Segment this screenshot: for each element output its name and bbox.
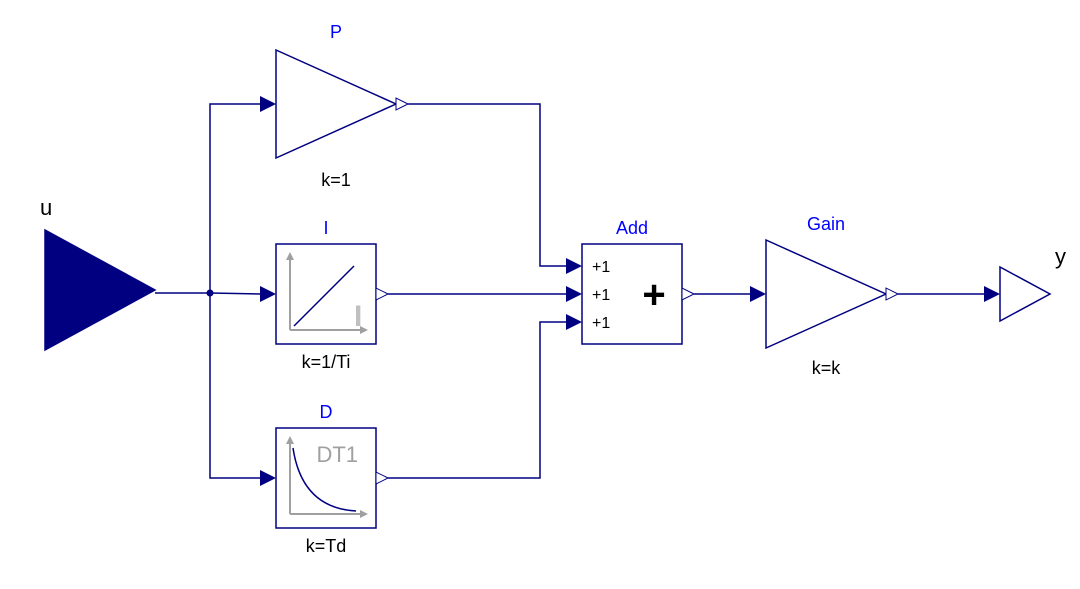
gain-block [766,240,886,348]
output-label: y [1055,244,1066,269]
svg-text:DT1: DT1 [316,442,358,467]
p-title: P [330,22,342,42]
pid-block-diagram: u Pk=1 I Ik=1/Ti DT1 Dk=Td +1 +1 +1 + Add Gain k=k y [0,0,1080,589]
i-title: I [323,218,328,238]
svg-text:+1: +1 [592,315,610,332]
output-port-y [1000,267,1050,321]
svg-text:I: I [354,300,362,333]
i-param: k=1/Ti [302,352,351,372]
svg-text:+: + [642,273,665,317]
add-title: Add [616,218,648,238]
d-title: D [320,402,333,422]
gain-param: k=k [812,358,842,378]
p-gain-block [276,50,396,158]
svg-text:+1: +1 [592,259,610,276]
p-param: k=1 [321,170,351,190]
gain-title: Gain [807,214,845,234]
input-port-u [45,230,155,350]
d-param: k=Td [306,536,347,556]
svg-text:+1: +1 [592,287,610,304]
input-label: u [40,195,52,220]
